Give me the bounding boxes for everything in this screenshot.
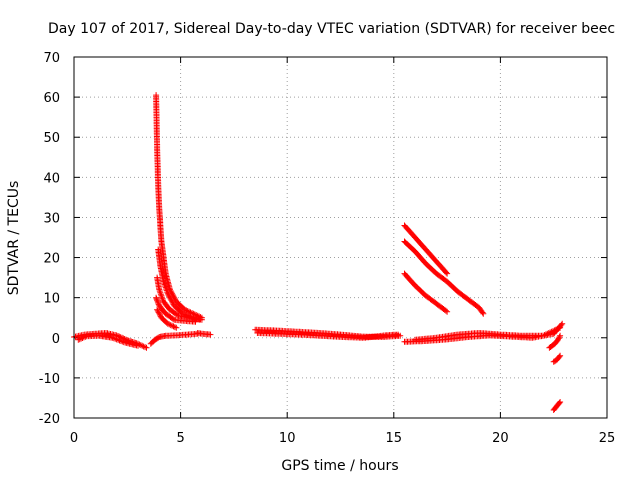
data-point xyxy=(557,324,564,331)
data-point xyxy=(173,324,180,331)
data-point xyxy=(558,321,565,328)
y-tick-label: -10 xyxy=(39,372,60,387)
data-point xyxy=(171,324,178,331)
data-point xyxy=(174,311,181,318)
y-tick-label: 20 xyxy=(43,252,60,267)
y-tick-label: 40 xyxy=(43,171,60,186)
data-point xyxy=(76,336,83,343)
data-point xyxy=(480,310,487,317)
data-point xyxy=(559,320,566,327)
data-point xyxy=(556,334,563,341)
data-point xyxy=(550,328,556,335)
y-tick-label: 30 xyxy=(43,211,60,226)
data-point xyxy=(196,316,203,323)
x-tick-label: 15 xyxy=(386,431,403,446)
data-point xyxy=(544,330,551,337)
data-point xyxy=(168,297,175,304)
data-point xyxy=(165,292,172,298)
data-point xyxy=(551,327,558,334)
y-tick-label: 50 xyxy=(43,131,60,146)
data-point xyxy=(479,309,486,316)
data-point xyxy=(142,344,149,351)
plot-border xyxy=(73,56,608,419)
x-tick-label: 20 xyxy=(492,431,509,446)
data-point xyxy=(548,328,555,335)
data-point xyxy=(442,307,449,314)
data-point xyxy=(78,335,85,342)
x-axis-label: GPS time / hours xyxy=(281,458,398,474)
data-point xyxy=(444,308,451,315)
data-point xyxy=(554,326,561,333)
data-point xyxy=(82,333,89,340)
data-point xyxy=(112,335,119,342)
data-point xyxy=(119,338,126,345)
tick-labels: 0 5 10 15 20 25 -20 -10 0 10 20 30 40 50 60 70 xyxy=(39,51,616,446)
data-point xyxy=(156,310,163,317)
data-point xyxy=(169,298,176,305)
data-point xyxy=(79,335,86,341)
data-point xyxy=(169,300,176,306)
data-point xyxy=(555,336,561,343)
chart-title: Day 107 of 2017, Sidereal Day-to-day VTE… xyxy=(48,21,615,37)
data-point xyxy=(395,331,402,338)
data-point xyxy=(154,297,161,304)
x-tick-label: 5 xyxy=(176,431,184,446)
data-point xyxy=(164,290,171,297)
data-point xyxy=(555,335,562,342)
data-point xyxy=(154,308,161,314)
data-point xyxy=(164,320,171,327)
data-point xyxy=(542,331,549,338)
data-point xyxy=(555,325,562,332)
data-point xyxy=(157,312,163,318)
data-point xyxy=(557,332,564,339)
data-point xyxy=(170,323,177,330)
data-point xyxy=(75,336,82,343)
y-axis-label: SDTVAR / TECUs xyxy=(6,181,22,296)
y-tick-label: 60 xyxy=(43,91,60,106)
data-point xyxy=(170,315,176,322)
data-point xyxy=(167,322,174,329)
x-tick-label: 10 xyxy=(279,431,296,446)
data-point xyxy=(136,341,143,348)
data-point xyxy=(556,353,563,360)
y-tick-label: 70 xyxy=(43,51,60,66)
data-point xyxy=(167,296,174,302)
data-point xyxy=(541,332,548,339)
y-tick-label: 0 xyxy=(52,332,60,347)
data-point xyxy=(557,352,564,359)
data-point xyxy=(556,400,563,406)
data-point xyxy=(155,309,162,316)
y-tick-label: -20 xyxy=(39,412,60,427)
data-point xyxy=(192,318,199,325)
data-point xyxy=(207,331,214,338)
data-point xyxy=(169,322,176,329)
x-tick-label: 25 xyxy=(599,431,616,446)
data-point xyxy=(557,399,564,405)
data-point xyxy=(115,336,122,343)
data-point xyxy=(545,330,552,337)
x-tick-label: 0 xyxy=(70,431,78,446)
data-point xyxy=(444,270,451,277)
data-point xyxy=(443,269,450,276)
data-point xyxy=(143,344,150,351)
y-tick-label: 10 xyxy=(43,292,60,307)
data-point xyxy=(135,342,141,349)
data-series xyxy=(71,92,566,413)
